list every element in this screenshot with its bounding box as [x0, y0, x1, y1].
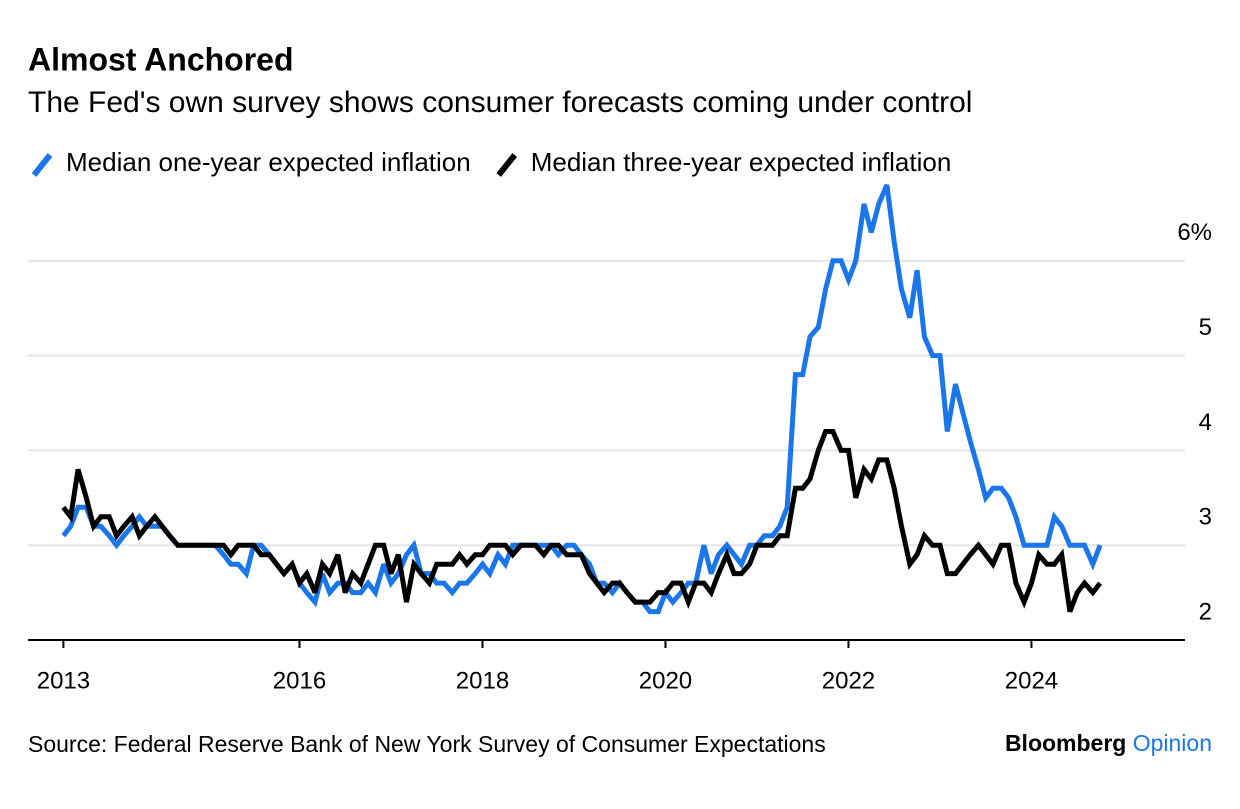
y-tick-label: 6% — [1177, 219, 1212, 246]
y-tick-label: 5 — [1199, 314, 1212, 341]
brand: Bloomberg Opinion — [1005, 730, 1212, 756]
source-note: Source: Federal Reserve Bank of New York… — [28, 731, 826, 757]
x-tick-label: 2016 — [273, 667, 326, 694]
series-line — [61, 429, 1103, 613]
x-tick-label: 2018 — [456, 667, 509, 694]
brand-name: Bloomberg — [1005, 730, 1126, 756]
chart-subtitle: The Fed's own survey shows consumer fore… — [28, 86, 972, 119]
legend-label: Median one-year expected inflation — [66, 147, 471, 177]
y-tick-label: 3 — [1199, 504, 1212, 531]
y-tick-label: 4 — [1199, 409, 1212, 436]
legend-swatch — [31, 153, 53, 177]
x-tick-label: 2022 — [822, 667, 875, 694]
y-tick-label: 2 — [1199, 598, 1212, 625]
legend-swatch — [496, 153, 518, 177]
legend-label: Median three-year expected inflation — [531, 147, 952, 177]
x-tick-label: 2013 — [37, 667, 90, 694]
x-tick-label: 2020 — [639, 667, 692, 694]
chart-title: Almost Anchored — [28, 41, 294, 77]
x-tick-label: 2024 — [1005, 667, 1058, 694]
brand-section: Opinion — [1133, 730, 1212, 756]
